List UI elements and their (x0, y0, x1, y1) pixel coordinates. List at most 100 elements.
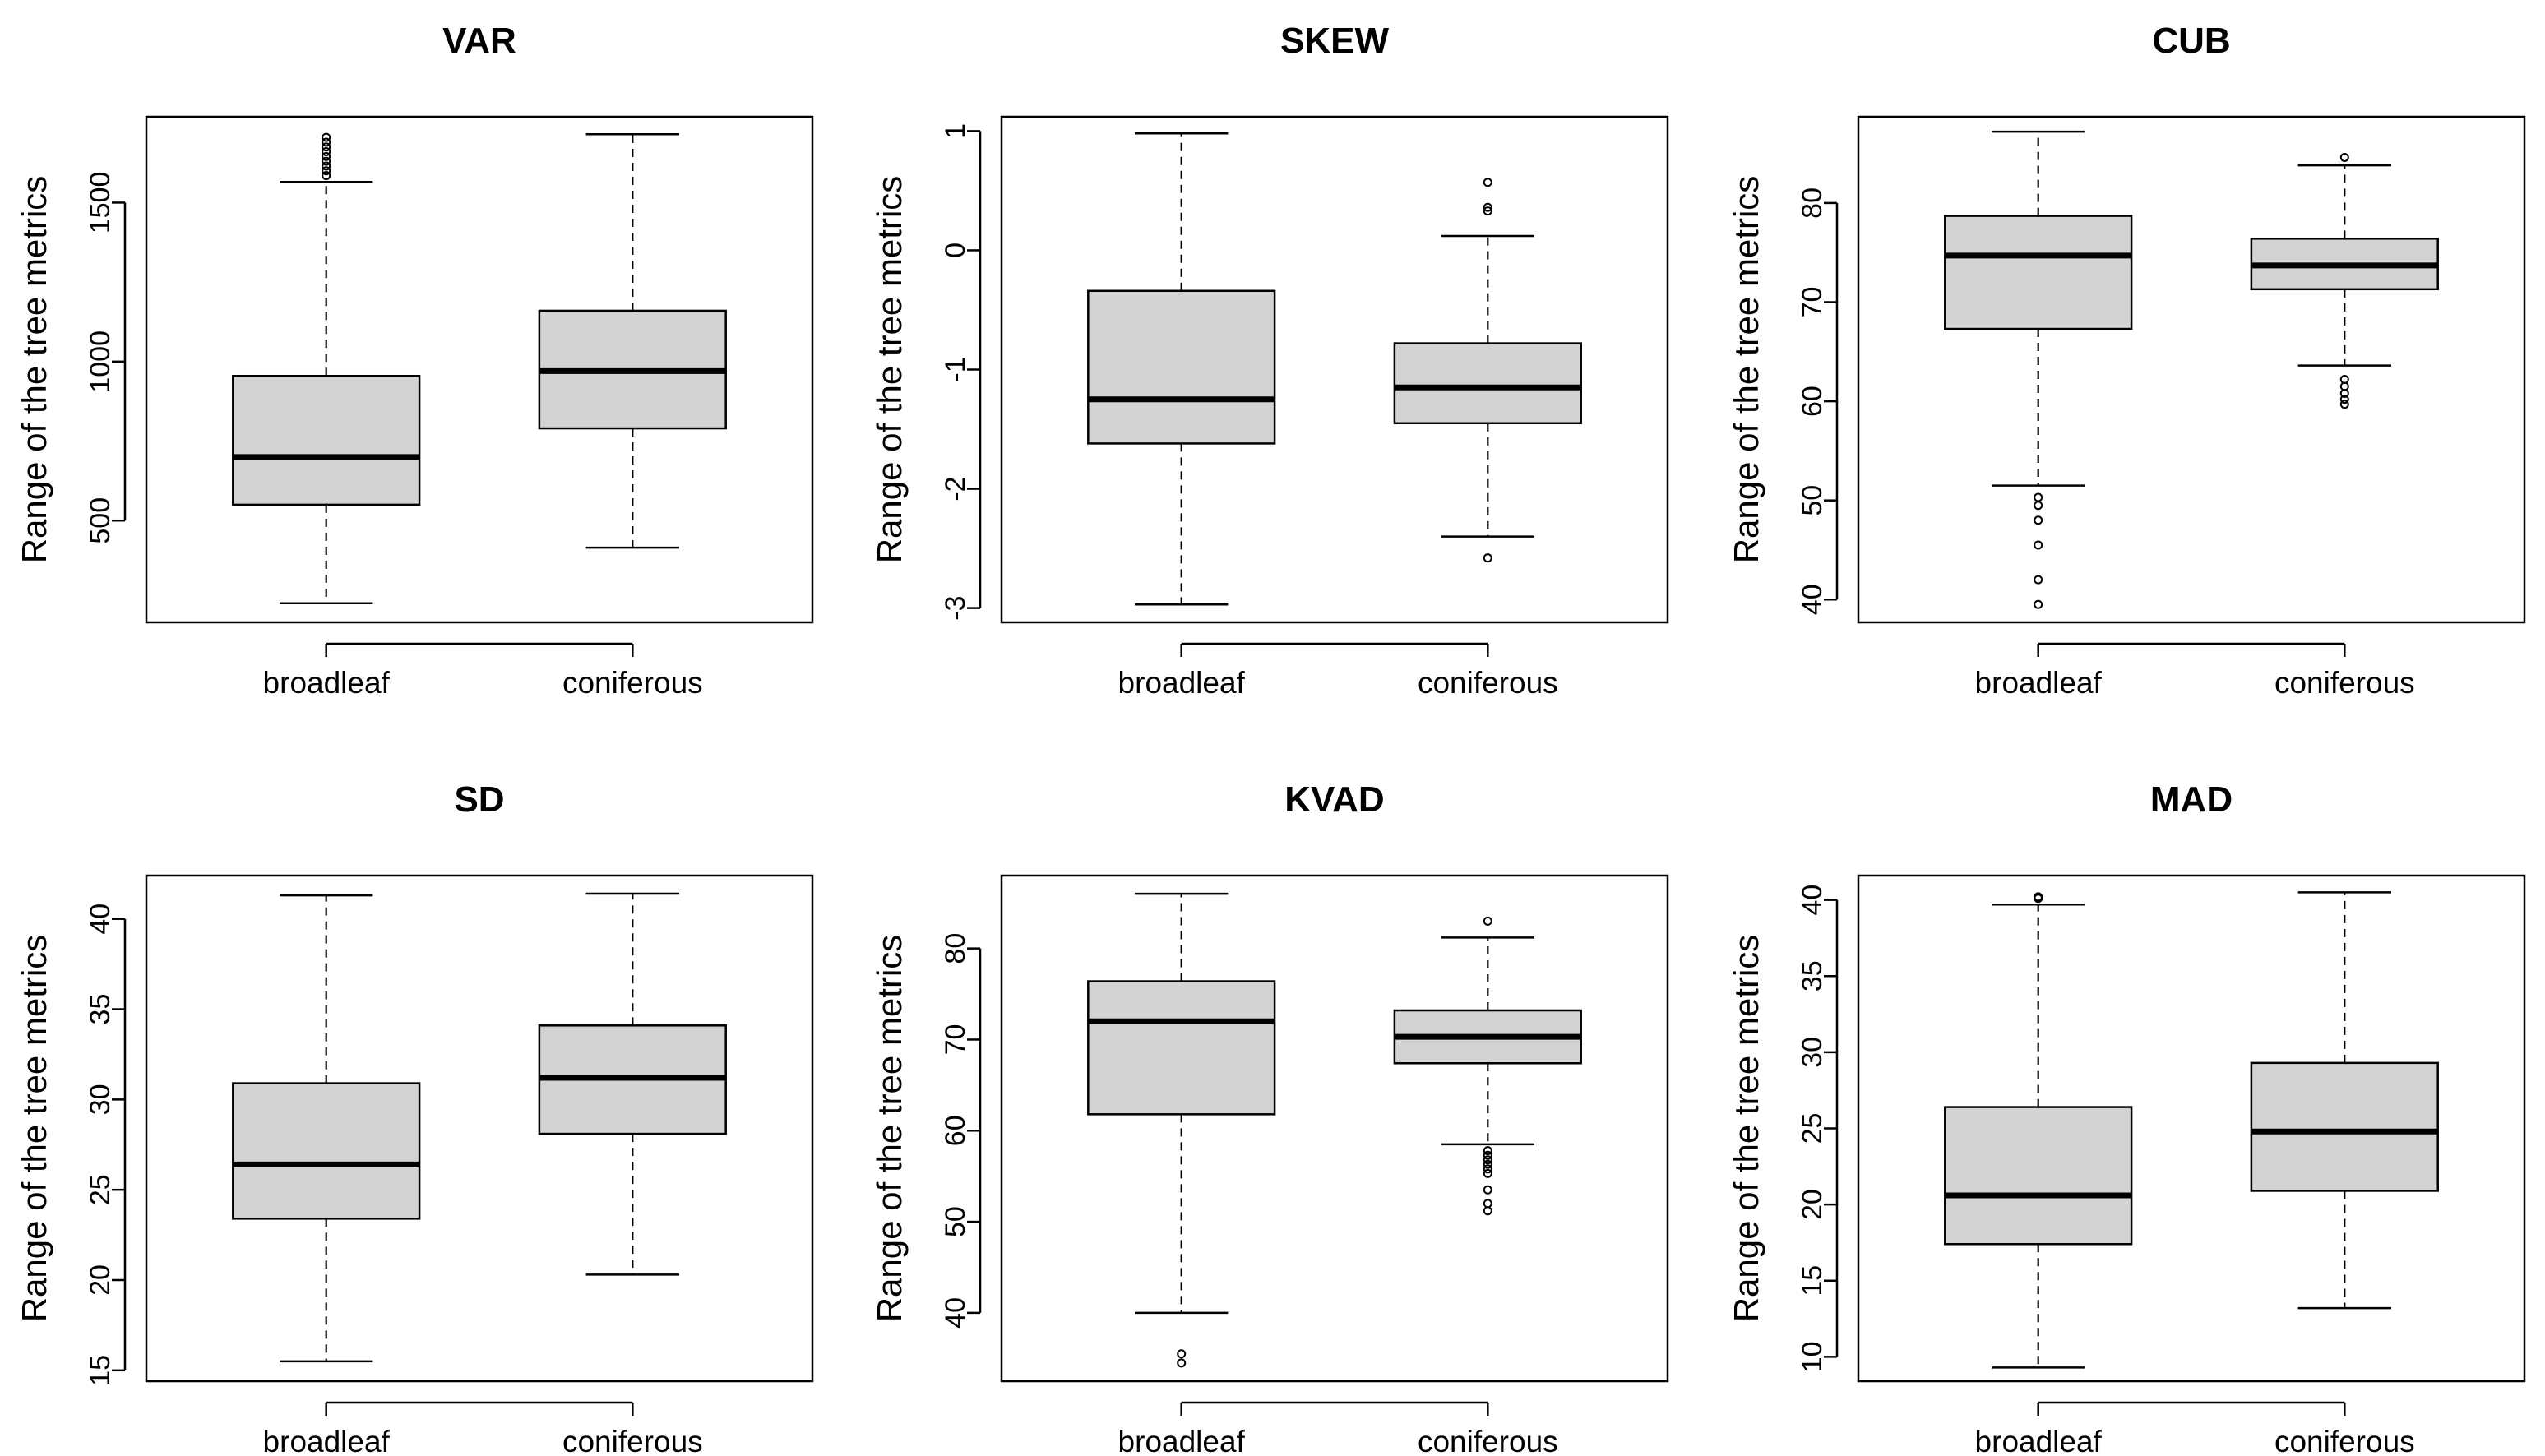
y-tick-label: 30 (85, 1084, 116, 1115)
x-tick-label-coniferous: coniferous (1418, 666, 1558, 700)
x-tick-label-coniferous: coniferous (2274, 666, 2415, 700)
outlier-point (322, 142, 331, 152)
panel-cub: CUB Range of the tree metrics 40 50 60 70 80 br… (1727, 21, 2526, 700)
x-tick-label-broadleaf: broadleaf (263, 1425, 391, 1456)
y-tick-label: 40 (1797, 885, 1828, 916)
panel-title: SD (454, 779, 504, 820)
outlier-point (2034, 492, 2043, 502)
box-coniferous (538, 133, 727, 549)
plot-frame (145, 115, 814, 624)
outlier-point (1483, 1206, 1492, 1216)
outlier-point (2339, 152, 2349, 162)
outlier-point (1483, 916, 1492, 926)
box-coniferous (1393, 916, 1582, 1216)
outlier-point (1483, 178, 1492, 187)
y-tick-label: 50 (940, 1206, 971, 1237)
outlier-point (1483, 1146, 1492, 1156)
outlier-point (1483, 202, 1492, 212)
outlier-point (2034, 501, 2043, 511)
y-tick-label: 70 (940, 1024, 971, 1056)
x-tick-label-broadleaf: broadleaf (1975, 666, 2103, 700)
y-axis-label: Range of the tree metrics (870, 935, 909, 1323)
outlier-point (322, 151, 331, 161)
iqr-box (232, 374, 421, 506)
outlier-point (1483, 1150, 1492, 1160)
iqr-box (1944, 1106, 2133, 1246)
x-tick-label-coniferous: coniferous (562, 666, 703, 700)
box-coniferous (2250, 891, 2439, 1310)
y-axis-label: Range of the tree metrics (15, 176, 53, 564)
panel-title: VAR (442, 21, 516, 61)
y-tick-label: 1000 (85, 330, 116, 393)
y-tick-label: 25 (1797, 1113, 1828, 1144)
y-tick-label: 1 (940, 123, 971, 139)
outlier-point (322, 156, 331, 166)
outlier-point (1483, 1168, 1492, 1178)
box-broadleaf (232, 894, 421, 1363)
y-axis-label: Range of the tree metrics (1727, 935, 1765, 1323)
panel-kvad: KVAD Range of the tree metrics 40 50 60 70 80 b… (870, 779, 1669, 1456)
outlier-point (1483, 1164, 1492, 1174)
y-tick-label: -3 (940, 595, 971, 620)
outlier-point (322, 166, 331, 176)
box-broadleaf (1944, 130, 2133, 609)
plot-frame (1000, 115, 1669, 624)
outlier-point (322, 132, 331, 142)
plot-frame (1857, 874, 2526, 1383)
panel-title: MAD (2150, 779, 2233, 820)
panel-title: KVAD (1284, 779, 1384, 820)
outlier-point (2034, 575, 2043, 585)
box-coniferous (538, 892, 727, 1276)
iqr-box (2250, 1061, 2439, 1192)
plot-frame (1857, 115, 2526, 624)
y-tick-label: 500 (85, 497, 116, 544)
y-axis-label: Range of the tree metrics (1727, 176, 1765, 564)
outlier-point (2034, 599, 2043, 609)
y-tick-label: -1 (940, 357, 971, 381)
outlier-point (322, 147, 331, 157)
y-tick-label: 70 (1797, 287, 1828, 318)
x-tick-label-coniferous: coniferous (562, 1425, 703, 1456)
box-broadleaf (1944, 892, 2133, 1369)
outlier-point (2339, 375, 2349, 385)
outlier-point (1483, 1159, 1492, 1169)
y-tick-label: 40 (1797, 584, 1828, 615)
y-tick-label: -2 (940, 476, 971, 501)
y-tick-label: 15 (85, 1355, 116, 1386)
outlier-point (1483, 553, 1492, 563)
iqr-box (1087, 289, 1276, 445)
y-tick-label: 50 (1797, 485, 1828, 516)
y-axis-label: Range of the tree metrics (15, 935, 53, 1323)
x-tick-label-coniferous: coniferous (2274, 1425, 2415, 1456)
y-tick-label: 80 (940, 933, 971, 964)
x-tick-label-broadleaf: broadleaf (263, 666, 391, 700)
x-tick-label-coniferous: coniferous (1418, 1425, 1558, 1456)
y-tick-label: 10 (1797, 1341, 1828, 1372)
y-tick-label: 25 (85, 1174, 116, 1205)
y-tick-label: 40 (940, 1297, 971, 1329)
y-tick-label: 80 (1797, 187, 1828, 219)
y-tick-label: 35 (1797, 960, 1828, 991)
box-coniferous (2250, 152, 2439, 409)
y-tick-label: 0 (940, 243, 971, 258)
box-broadleaf (1087, 892, 1276, 1368)
y-tick-label: 15 (1797, 1265, 1828, 1297)
panel-skew: SKEW Range of the tree metrics -3 -2 -1 0 1 bro… (870, 21, 1669, 700)
box-broadleaf (232, 132, 421, 605)
iqr-box (1087, 980, 1276, 1116)
outlier-point (2339, 400, 2349, 409)
panel-title: CUB (2152, 21, 2230, 61)
x-tick-label-broadleaf: broadleaf (1118, 1425, 1246, 1456)
outlier-point (2034, 515, 2043, 525)
y-tick-label: 35 (85, 994, 116, 1025)
y-tick-label: 60 (940, 1115, 971, 1146)
outlier-point (322, 137, 331, 147)
outlier-point (2339, 395, 2349, 404)
y-tick-label: 60 (1797, 386, 1828, 417)
iqr-box (1944, 215, 2133, 330)
panel-sd: SD Range of the tree metrics 15 20 25 30 35 40 b… (15, 779, 814, 1456)
outlier-point (1483, 1185, 1492, 1195)
outlier-point (322, 161, 331, 171)
y-tick-label: 40 (85, 904, 116, 935)
